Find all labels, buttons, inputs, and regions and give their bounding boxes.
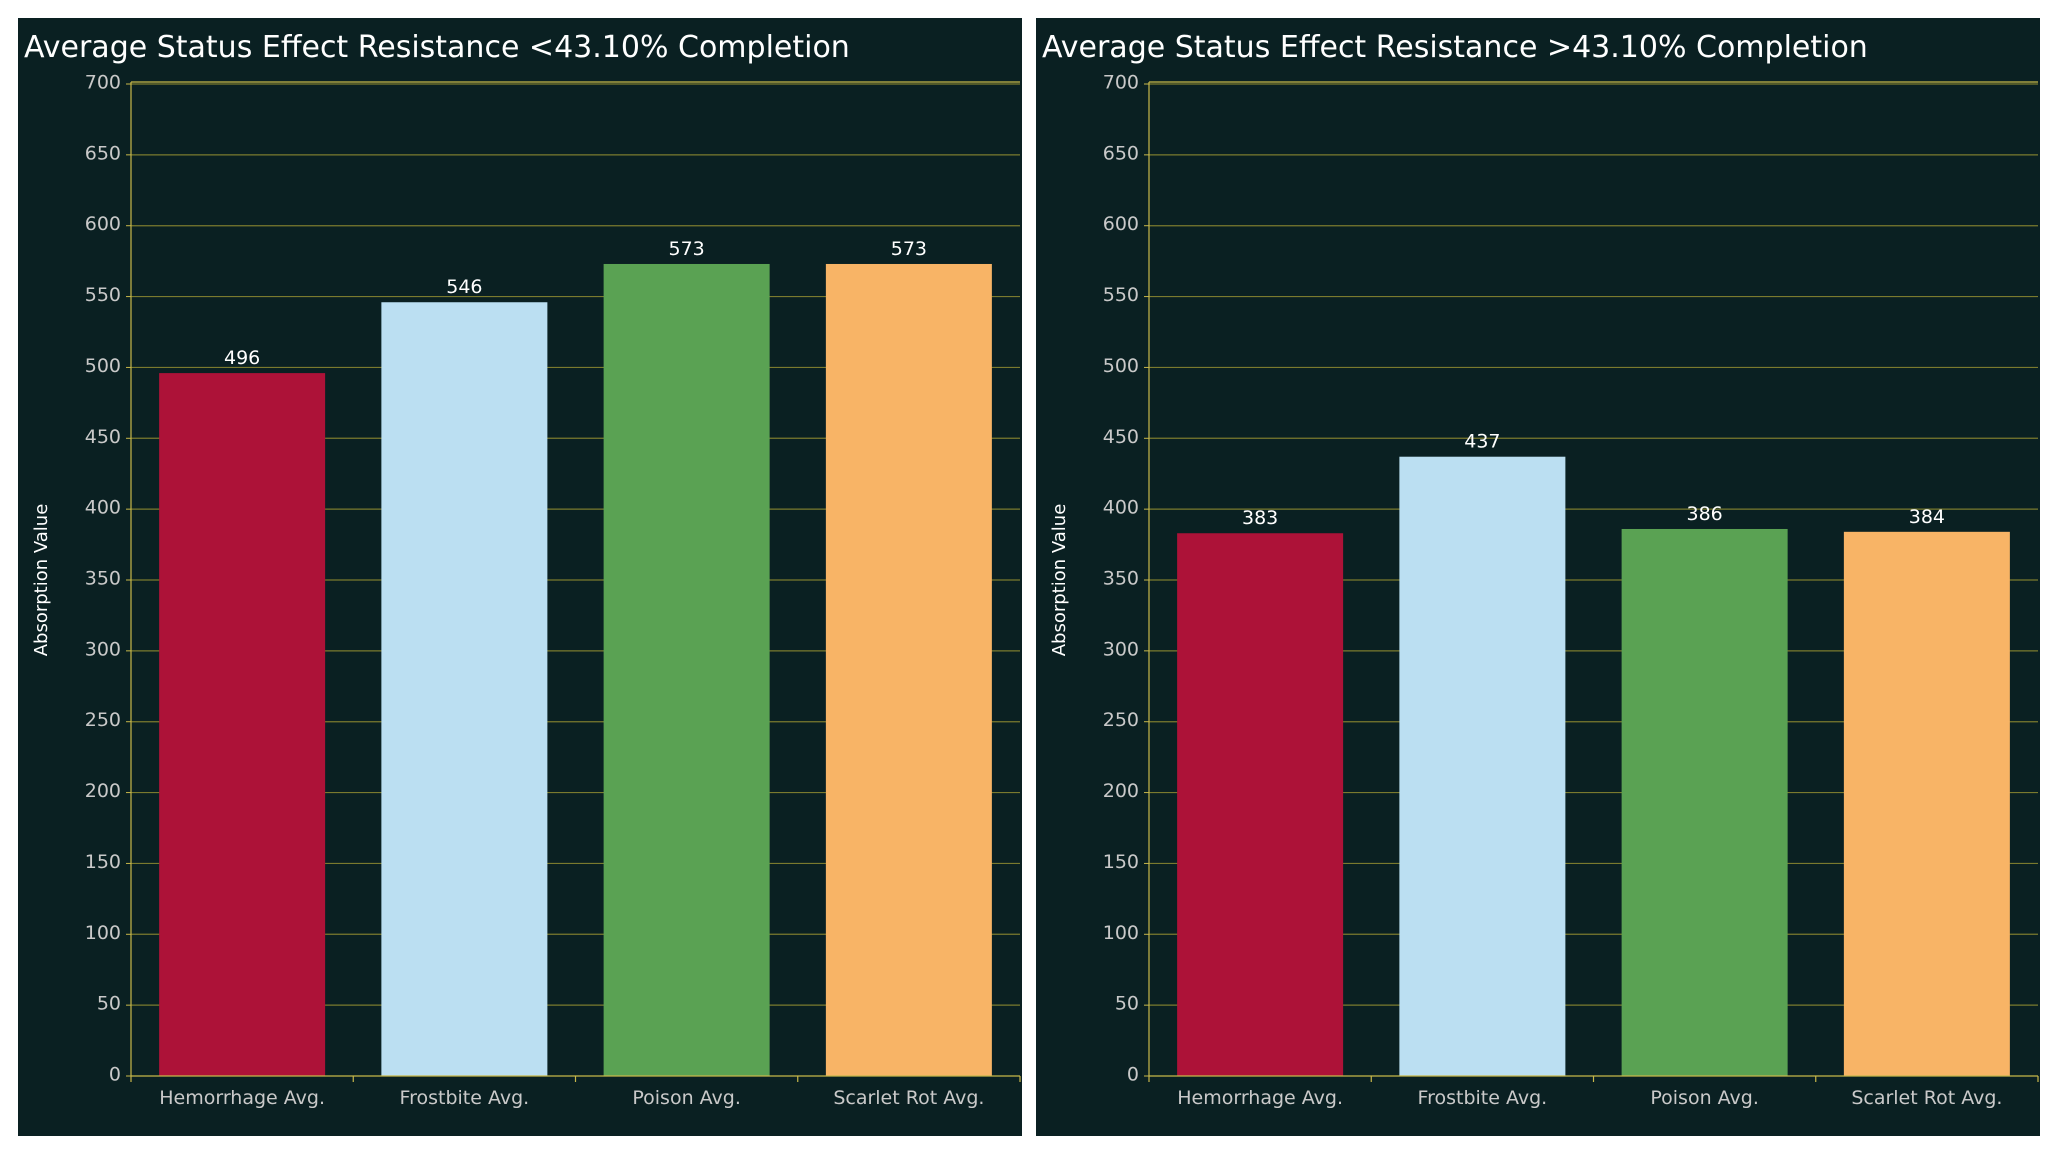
y-axis-title: Absorption Value bbox=[31, 504, 52, 657]
bar-frostbite-avg bbox=[381, 302, 548, 1076]
y-tick-label: 550 bbox=[85, 284, 121, 306]
y-tick-label: 700 bbox=[85, 72, 121, 94]
x-tick-label: Hemorrhage Avg. bbox=[1177, 1087, 1343, 1109]
y-tick-label: 300 bbox=[85, 638, 121, 660]
bar-poison-avg bbox=[1621, 528, 1788, 1076]
data-label: 573 bbox=[891, 238, 927, 260]
data-label: 383 bbox=[1242, 507, 1278, 529]
y-tick-label: 250 bbox=[1103, 709, 1139, 731]
y-tick-label: 100 bbox=[1103, 922, 1139, 944]
data-label: 386 bbox=[1686, 503, 1722, 525]
data-label: 437 bbox=[1464, 431, 1500, 453]
x-tick-label: Scarlet Rot Avg. bbox=[833, 1087, 984, 1109]
x-tick-label: Poison Avg. bbox=[1650, 1087, 1759, 1109]
y-tick-label: 100 bbox=[85, 922, 121, 944]
y-tick-label: 350 bbox=[1103, 568, 1139, 590]
y-tick-label: 200 bbox=[85, 780, 121, 802]
y-tick-label: 0 bbox=[1127, 1064, 1139, 1086]
x-tick-label: Frostbite Avg. bbox=[400, 1087, 530, 1109]
bar-scarlet-rot-avg bbox=[1843, 531, 2010, 1076]
y-tick-label: 50 bbox=[97, 993, 121, 1015]
chart-panel-left: Average Status Effect Resistance <43.10%… bbox=[18, 18, 1022, 1136]
bar-chart-left: 0 50 100 150 200 250 300 350 400 450 500 550 600 650 7… bbox=[31, 72, 1021, 1109]
bar-hemorrhage-avg bbox=[159, 373, 326, 1076]
y-tick-label: 200 bbox=[1103, 780, 1139, 802]
y-tick-label: 450 bbox=[85, 426, 121, 448]
bar-poison-avg bbox=[603, 263, 770, 1076]
y-tick-label: 550 bbox=[1103, 284, 1139, 306]
y-tick-label: 650 bbox=[85, 142, 121, 164]
bar-hemorrhage-avg bbox=[1177, 533, 1344, 1076]
chart-title: Average Status Effect Resistance <43.10%… bbox=[24, 30, 850, 65]
data-label: 546 bbox=[446, 276, 482, 298]
y-tick-label: 300 bbox=[1103, 638, 1139, 660]
y-axis-title: Absorption Value bbox=[1049, 504, 1070, 657]
data-label: 573 bbox=[668, 238, 704, 260]
y-tick-label: 450 bbox=[1103, 426, 1139, 448]
bar-chart-right: 0 50 100 150 200 250 300 350 400 450 500 550 600 650 7… bbox=[1049, 72, 2039, 1109]
y-tick-label: 600 bbox=[1103, 213, 1139, 235]
x-tick-label: Poison Avg. bbox=[632, 1087, 741, 1109]
y-tick-label: 50 bbox=[1115, 993, 1139, 1015]
y-tick-label: 150 bbox=[85, 851, 121, 873]
y-tick-label: 600 bbox=[85, 213, 121, 235]
chart-title: Average Status Effect Resistance >43.10%… bbox=[1042, 30, 1868, 65]
x-tick-label: Hemorrhage Avg. bbox=[159, 1087, 325, 1109]
chart-panel-right: Average Status Effect Resistance >43.10%… bbox=[1036, 18, 2040, 1136]
y-tick-label: 150 bbox=[1103, 851, 1139, 873]
bar-frostbite-avg bbox=[1399, 456, 1566, 1076]
data-label: 496 bbox=[224, 347, 260, 369]
y-tick-label: 500 bbox=[1103, 355, 1139, 377]
y-tick-label: 700 bbox=[1103, 72, 1139, 94]
x-tick-label: Frostbite Avg. bbox=[1418, 1087, 1548, 1109]
x-tick-label: Scarlet Rot Avg. bbox=[1851, 1087, 2002, 1109]
y-tick-label: 650 bbox=[1103, 142, 1139, 164]
data-label: 384 bbox=[1909, 506, 1945, 528]
y-tick-label: 400 bbox=[85, 497, 121, 519]
y-tick-label: 350 bbox=[85, 568, 121, 590]
y-tick-label: 0 bbox=[109, 1064, 121, 1086]
y-tick-label: 500 bbox=[85, 355, 121, 377]
y-tick-label: 250 bbox=[85, 709, 121, 731]
y-tick-label: 400 bbox=[1103, 497, 1139, 519]
bar-scarlet-rot-avg bbox=[825, 263, 992, 1076]
